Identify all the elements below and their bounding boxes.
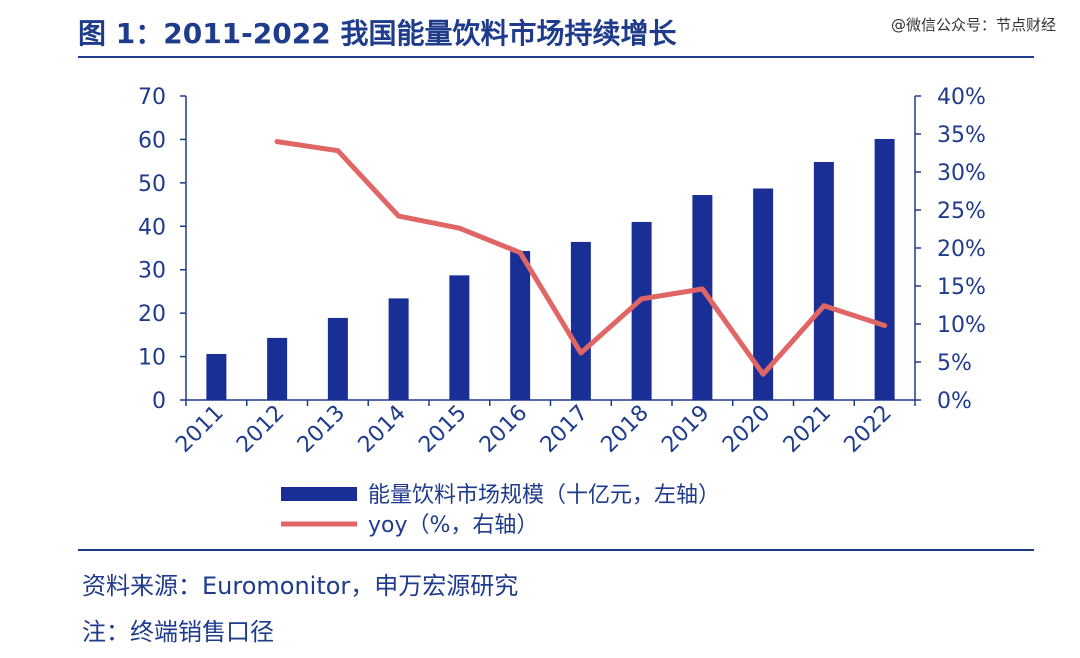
x-axis-tick-label: 2014 [354, 401, 411, 458]
x-axis-tick-label: 2021 [779, 401, 836, 458]
right-axis-tick-label: 5% [937, 351, 972, 376]
x-axis-tick-label: 2018 [597, 401, 654, 458]
x-axis-tick-label: 2013 [293, 401, 350, 458]
yoy-point [517, 250, 523, 256]
x-axis-tick-label: 2015 [414, 401, 471, 458]
left-axis-tick-label: 20 [138, 302, 166, 327]
left-axis-tick-label: 0 [152, 389, 166, 414]
x-axis-tick-label: 2022 [840, 401, 897, 458]
right-axis-tick-label: 35% [937, 123, 986, 148]
yoy-point [639, 296, 645, 302]
bar [267, 337, 288, 400]
bar [874, 138, 895, 400]
bar [388, 298, 409, 400]
right-axis-tick-label: 40% [937, 85, 986, 110]
right-axis-tick-label: 0% [937, 389, 972, 414]
watermark: @微信公众号：节点财经 [890, 16, 1056, 34]
legend-label-line: yoy（%，右轴） [368, 513, 538, 538]
bar [510, 251, 531, 400]
right-axis-tick-label: 30% [937, 161, 986, 186]
legend-label-bar: 能量饮料市场规模（十亿元，左轴） [368, 483, 720, 508]
right-axis-tick-label: 15% [937, 275, 986, 300]
left-axis-tick-label: 40 [138, 215, 166, 240]
footer-rule [78, 549, 1034, 551]
x-axis-tick-label: 2019 [657, 401, 714, 458]
yoy-point [578, 350, 584, 356]
right-axis-tick-label: 10% [937, 313, 986, 338]
yoy-point [274, 139, 280, 145]
yoy-point [760, 371, 766, 377]
yoy-point [456, 225, 462, 231]
bar [327, 317, 348, 400]
left-axis-tick-label: 60 [138, 128, 166, 153]
x-axis-tick-label: 2011 [171, 401, 228, 458]
x-axis-tick-label: 2017 [536, 401, 593, 458]
bar [449, 275, 470, 400]
legend-swatch-bar [281, 487, 357, 501]
x-axis-tick-label: 2020 [718, 401, 775, 458]
bar [631, 221, 652, 400]
yoy-point [335, 148, 341, 154]
bar [753, 188, 774, 400]
footnote: 注：终端销售口径 [82, 618, 274, 646]
left-axis-tick-label: 70 [138, 85, 166, 110]
bar [570, 241, 591, 400]
x-axis-tick-label: 2016 [475, 401, 532, 458]
yoy-point [882, 323, 888, 329]
right-axis-tick-label: 20% [937, 237, 986, 262]
bar [206, 353, 227, 400]
left-axis-tick-label: 50 [138, 172, 166, 197]
left-axis-tick-label: 10 [138, 346, 166, 371]
yoy-point [396, 213, 402, 219]
left-axis-tick-label: 30 [138, 259, 166, 284]
yoy-point [821, 303, 827, 309]
yoy-point [699, 286, 705, 292]
x-axis-tick-label: 2012 [232, 401, 289, 458]
right-axis-tick-label: 25% [937, 199, 986, 224]
source-note: 资料来源：Euromonitor，申万宏源研究 [82, 572, 519, 600]
bar [692, 195, 713, 400]
chart-title: 图 1：2011-2022 我国能量饮料市场持续增长 [78, 17, 677, 50]
bar [813, 162, 834, 400]
title-rule [78, 56, 1034, 58]
